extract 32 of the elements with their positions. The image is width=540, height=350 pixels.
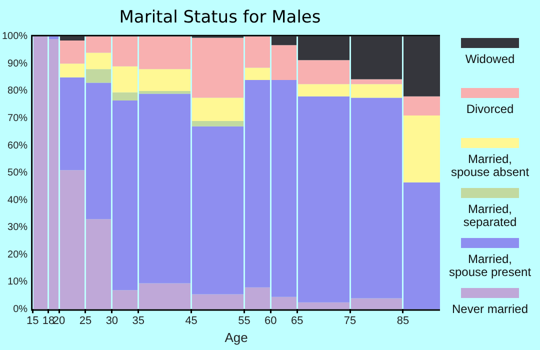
y-tick-label: 60% (8, 140, 28, 152)
legend-label: Married, spouse present (448, 252, 532, 279)
y-tick-label: 90% (8, 58, 28, 70)
x-tick-label: 20 (52, 314, 66, 327)
y-tick-label: 100% (2, 31, 28, 42)
x-tick-label: 35 (132, 314, 145, 327)
y-tick-label: 80% (8, 86, 28, 97)
x-axis-title: Age (224, 330, 248, 345)
bar (402, 116, 440, 182)
y-tick-label: 30% (8, 222, 28, 234)
y-tick-label: 20% (8, 249, 28, 260)
legend-label: Married, separated (462, 202, 518, 229)
chart-title: Marital Status for Males (119, 8, 321, 28)
y-tick-label: 40% (8, 194, 28, 206)
x-tick-label: 65 (291, 314, 304, 327)
x-tick-label: 45 (185, 314, 198, 327)
legend-label: Widowed (464, 52, 516, 66)
legend-label: Never married (450, 302, 530, 316)
y-tick-label: 0% (13, 304, 28, 315)
x-tick-label: 60 (264, 314, 277, 327)
legend-label: Divorced (465, 102, 515, 116)
x-tick-label: 55 (238, 314, 250, 327)
x-tick-label: 15 (26, 314, 39, 327)
y-tick-label: 70% (8, 112, 28, 124)
x-tick-label: 75 (344, 314, 356, 327)
x-tick-label: 25 (79, 314, 92, 327)
y-tick-label: 10% (8, 276, 28, 288)
y-tick-label: 50% (8, 168, 28, 179)
x-tick-label: 85 (396, 314, 410, 327)
legend-label: Married, spouse absent (450, 152, 530, 179)
x-tick-label: 18 (42, 314, 55, 327)
x-tick-label: 30 (106, 314, 118, 327)
